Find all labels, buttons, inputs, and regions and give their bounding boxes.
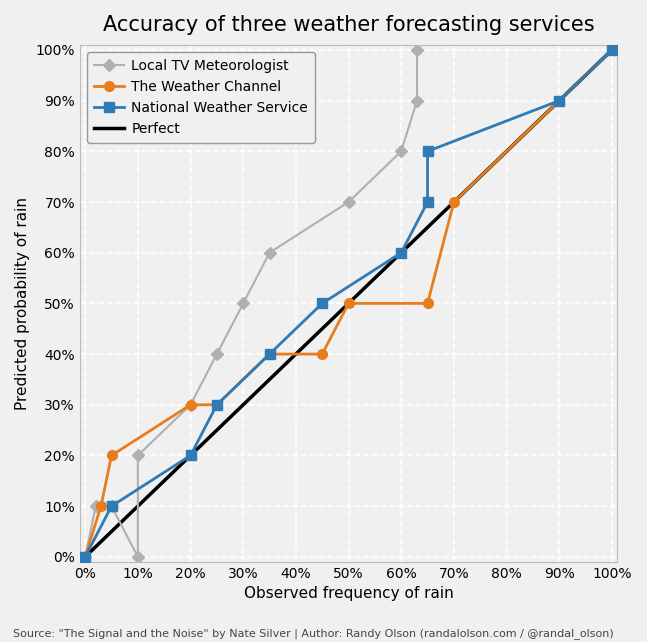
Local TV Meteorologist: [107, 502, 115, 510]
The Weather Channel: [555, 97, 563, 105]
Local TV Meteorologist: [413, 46, 421, 54]
National Weather Service: [318, 300, 326, 308]
Local TV Meteorologist: [82, 553, 89, 560]
The Weather Channel: [266, 351, 274, 358]
The Weather Channel: [424, 300, 432, 308]
The Weather Channel: [186, 401, 194, 408]
Local TV Meteorologist: [213, 351, 221, 358]
Local TV Meteorologist: [134, 553, 142, 560]
The Weather Channel: [97, 502, 105, 510]
Local TV Meteorologist: [134, 451, 142, 459]
The Weather Channel: [450, 198, 458, 206]
National Weather Service: [397, 249, 405, 257]
Local TV Meteorologist: [413, 97, 421, 105]
National Weather Service: [266, 351, 274, 358]
National Weather Service: [82, 553, 89, 560]
Line: Local TV Meteorologist: Local TV Meteorologist: [81, 46, 421, 561]
X-axis label: Observed frequency of rain: Observed frequency of rain: [244, 586, 454, 602]
The Weather Channel: [318, 351, 326, 358]
Local TV Meteorologist: [397, 148, 405, 155]
Line: National Weather Service: National Weather Service: [80, 45, 617, 562]
Local TV Meteorologist: [186, 401, 194, 408]
Text: Source: "The Signal and the Noise" by Nate Silver | Author: Randy Olson (randalo: Source: "The Signal and the Noise" by Na…: [13, 628, 614, 639]
The Weather Channel: [213, 401, 221, 408]
National Weather Service: [555, 97, 563, 105]
Local TV Meteorologist: [345, 198, 353, 206]
National Weather Service: [608, 46, 616, 54]
The Weather Channel: [608, 46, 616, 54]
National Weather Service: [213, 401, 221, 408]
Local TV Meteorologist: [239, 300, 247, 308]
Local TV Meteorologist: [266, 249, 274, 257]
Y-axis label: Predicted probability of rain: Predicted probability of rain: [15, 197, 30, 410]
Legend: Local TV Meteorologist, The Weather Channel, National Weather Service, Perfect: Local TV Meteorologist, The Weather Chan…: [87, 52, 315, 143]
The Weather Channel: [107, 451, 115, 459]
Title: Accuracy of three weather forecasting services: Accuracy of three weather forecasting se…: [103, 15, 595, 35]
National Weather Service: [424, 198, 432, 206]
National Weather Service: [107, 502, 115, 510]
National Weather Service: [186, 451, 194, 459]
Local TV Meteorologist: [92, 502, 100, 510]
The Weather Channel: [345, 300, 353, 308]
Line: The Weather Channel: The Weather Channel: [80, 45, 617, 562]
National Weather Service: [424, 148, 432, 155]
The Weather Channel: [82, 553, 89, 560]
